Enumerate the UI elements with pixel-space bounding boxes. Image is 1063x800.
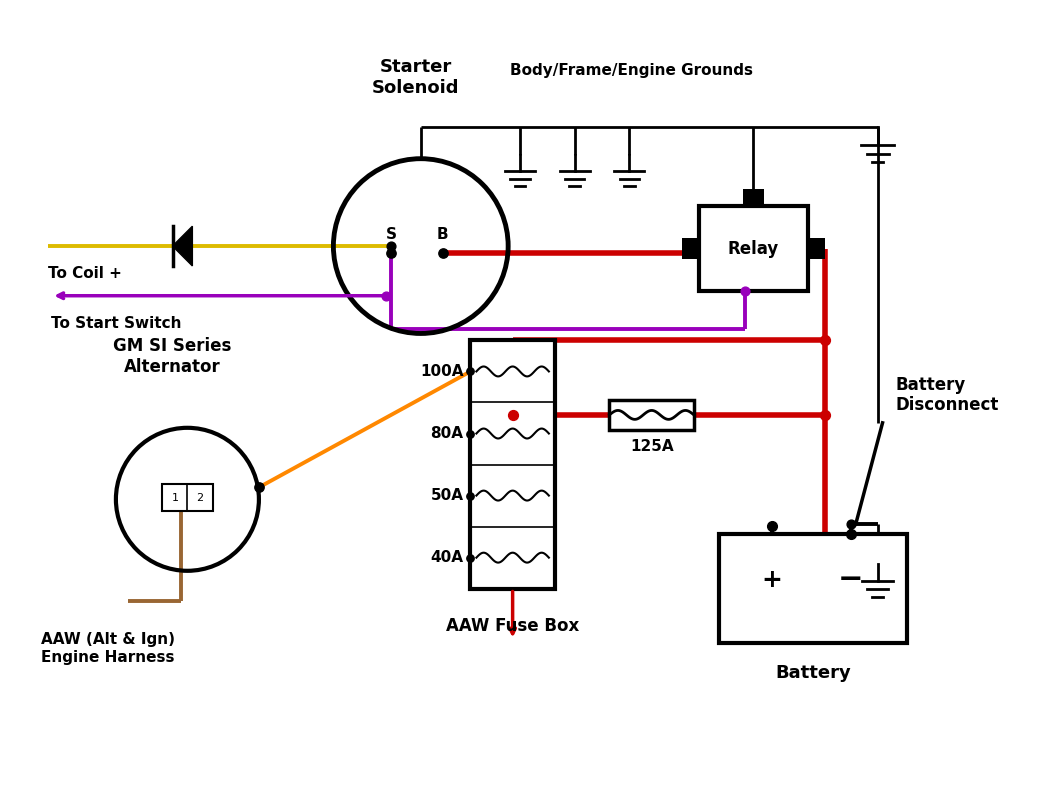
Point — [251, 481, 268, 494]
Text: Battery: Battery — [775, 664, 850, 682]
Point — [462, 551, 479, 564]
Point — [462, 489, 479, 502]
Bar — [743, 190, 764, 206]
Bar — [719, 534, 908, 643]
Point — [434, 246, 451, 259]
Text: B: B — [437, 226, 449, 242]
Text: +: + — [761, 568, 782, 592]
Text: Battery
Disconnect: Battery Disconnect — [895, 376, 999, 414]
Point — [462, 365, 479, 378]
Bar — [698, 206, 808, 290]
Polygon shape — [172, 226, 192, 266]
Text: AAW Fuse Box: AAW Fuse Box — [446, 618, 579, 635]
Point — [377, 290, 394, 302]
Text: GM SI Series
Alternator: GM SI Series Alternator — [114, 338, 232, 376]
Text: 100A: 100A — [420, 364, 463, 379]
Text: S: S — [386, 226, 396, 242]
Bar — [808, 238, 825, 259]
Text: Relay: Relay — [728, 239, 779, 258]
Point — [842, 518, 859, 530]
Bar — [609, 400, 694, 430]
Bar — [682, 238, 698, 259]
Bar — [471, 341, 555, 589]
Bar — [162, 485, 214, 511]
Text: 50A: 50A — [431, 488, 463, 503]
Text: To Start Switch: To Start Switch — [51, 316, 182, 331]
Text: 2: 2 — [196, 493, 203, 503]
Point — [816, 334, 833, 347]
Point — [816, 409, 833, 422]
Text: Starter
Solenoid: Starter Solenoid — [372, 58, 459, 97]
Point — [383, 240, 400, 253]
Text: 40A: 40A — [431, 550, 463, 565]
Text: To Coil +: To Coil + — [49, 266, 122, 282]
Text: 1: 1 — [172, 493, 179, 503]
Text: 80A: 80A — [431, 426, 463, 441]
Point — [383, 246, 400, 259]
Point — [504, 409, 521, 422]
Point — [462, 427, 479, 440]
Text: AAW (Alt & Ign)
Engine Harness: AAW (Alt & Ign) Engine Harness — [41, 632, 175, 665]
Text: −: − — [838, 566, 863, 594]
Text: 125A: 125A — [630, 439, 674, 454]
Text: Body/Frame/Engine Grounds: Body/Frame/Engine Grounds — [510, 63, 754, 78]
Point — [737, 284, 754, 297]
